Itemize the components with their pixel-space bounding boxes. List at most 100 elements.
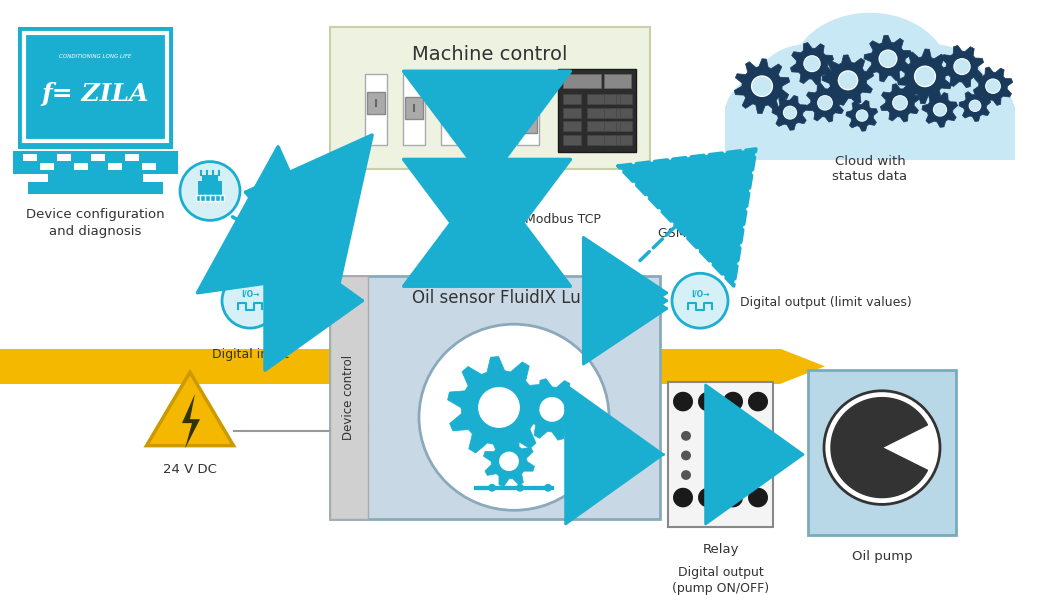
Circle shape	[180, 162, 240, 220]
Text: I/O→: I/O→	[691, 289, 710, 298]
Bar	[587, 135, 605, 145]
Circle shape	[488, 484, 496, 491]
Text: Machine control: Machine control	[412, 45, 568, 64]
Circle shape	[748, 488, 768, 508]
Bar	[604, 108, 616, 118]
Polygon shape	[791, 42, 833, 85]
Polygon shape	[959, 90, 991, 121]
Circle shape	[968, 99, 981, 112]
Bar	[604, 74, 631, 88]
Text: GSM modem: GSM modem	[658, 227, 738, 240]
Circle shape	[737, 431, 747, 441]
Bar	[517, 74, 539, 145]
Polygon shape	[864, 35, 911, 82]
Circle shape	[855, 109, 868, 122]
Circle shape	[751, 76, 773, 97]
Bar	[329, 27, 650, 170]
Circle shape	[709, 431, 719, 441]
Bar	[563, 74, 601, 88]
Bar	[604, 121, 616, 131]
Bar	[587, 108, 605, 118]
Bar	[29, 182, 163, 194]
Circle shape	[723, 488, 743, 508]
Bar	[558, 68, 636, 152]
Bar	[24, 33, 167, 141]
Bar	[611, 108, 629, 118]
Polygon shape	[898, 49, 953, 104]
Bar	[668, 382, 773, 527]
Bar	[40, 162, 54, 170]
Bar	[620, 121, 631, 131]
Circle shape	[419, 324, 609, 511]
Text: and diagnosis: and diagnosis	[50, 226, 142, 238]
Circle shape	[737, 470, 747, 480]
Circle shape	[737, 450, 747, 461]
Circle shape	[969, 101, 981, 111]
Bar	[479, 74, 501, 145]
Polygon shape	[831, 397, 927, 497]
Bar	[74, 162, 88, 170]
Bar	[48, 173, 143, 182]
Text: 24 V DC: 24 V DC	[163, 464, 216, 476]
Text: f= ZILA: f= ZILA	[42, 82, 149, 106]
Bar	[403, 74, 425, 145]
Bar	[725, 106, 1015, 159]
Circle shape	[954, 58, 970, 75]
Circle shape	[986, 79, 1000, 93]
Ellipse shape	[753, 44, 863, 138]
Bar	[441, 74, 463, 145]
Bar	[611, 94, 629, 104]
Bar	[406, 97, 423, 118]
Circle shape	[932, 103, 947, 117]
Text: status data: status data	[832, 170, 907, 183]
Circle shape	[540, 397, 565, 422]
Text: CONDITIONING LONG LIFE: CONDITIONING LONG LIFE	[59, 54, 132, 60]
Polygon shape	[806, 84, 845, 122]
Polygon shape	[772, 95, 808, 130]
Circle shape	[709, 470, 719, 480]
Text: Oil sensor FluidIX Lub-6: Oil sensor FluidIX Lub-6	[412, 289, 608, 307]
Circle shape	[913, 65, 936, 87]
Bar	[13, 151, 178, 174]
Polygon shape	[521, 378, 583, 440]
Bar	[563, 94, 581, 104]
Bar	[563, 135, 581, 145]
Bar	[0, 349, 329, 384]
Circle shape	[723, 392, 743, 411]
Bar	[367, 92, 385, 114]
Ellipse shape	[725, 74, 815, 153]
Circle shape	[516, 484, 524, 491]
Text: Device configuration: Device configuration	[26, 208, 165, 221]
Bar	[91, 154, 105, 161]
Bar	[563, 108, 581, 118]
Bar	[587, 94, 605, 104]
Bar	[202, 176, 218, 183]
Circle shape	[681, 470, 691, 480]
Circle shape	[838, 71, 857, 89]
Circle shape	[879, 49, 898, 68]
Polygon shape	[734, 59, 790, 114]
Text: Digital output: Digital output	[678, 566, 763, 579]
Bar	[365, 74, 386, 145]
Bar	[660, 349, 780, 384]
Bar	[620, 135, 631, 145]
Ellipse shape	[790, 12, 950, 140]
Bar	[199, 181, 222, 197]
Polygon shape	[881, 84, 920, 122]
Ellipse shape	[876, 44, 987, 138]
Circle shape	[818, 96, 832, 109]
Ellipse shape	[925, 74, 1015, 153]
Bar	[604, 94, 616, 104]
Polygon shape	[941, 45, 983, 87]
Bar	[196, 195, 224, 201]
Polygon shape	[922, 92, 958, 127]
Polygon shape	[846, 101, 878, 131]
Bar	[477, 226, 497, 233]
Circle shape	[784, 107, 796, 119]
Text: I/O→: I/O→	[241, 289, 260, 298]
Circle shape	[673, 488, 693, 508]
Text: Digital output (limit values): Digital output (limit values)	[740, 296, 911, 309]
Circle shape	[880, 51, 897, 67]
Text: Device control: Device control	[342, 355, 356, 440]
Bar	[30, 39, 161, 137]
